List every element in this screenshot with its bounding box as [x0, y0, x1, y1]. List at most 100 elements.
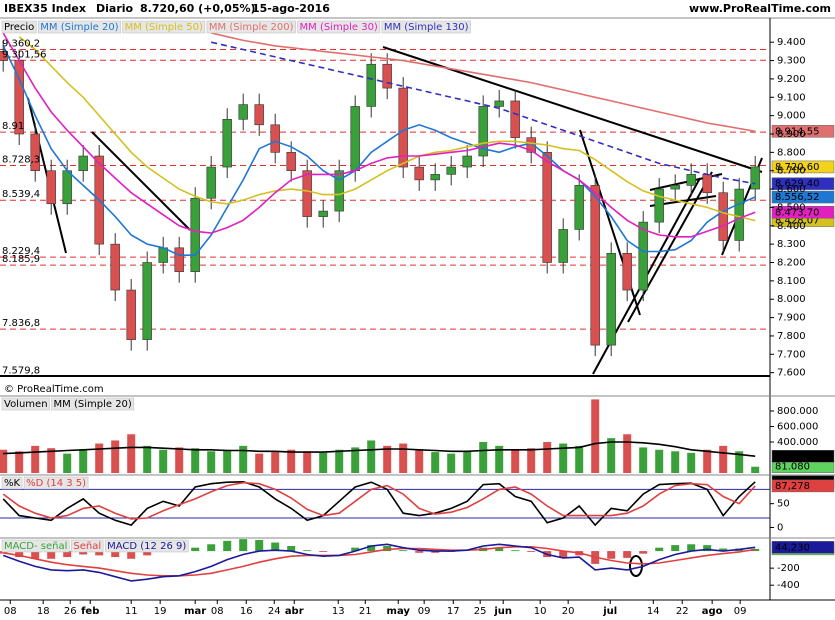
series-line — [3, 546, 756, 577]
volume-bar — [495, 445, 504, 473]
x-tick-label: 18 — [37, 606, 50, 617]
candle-body — [510, 100, 520, 138]
last-series-label: 87,278 — [775, 481, 810, 492]
histogram-bar — [351, 547, 360, 552]
y-tick-label: 9.100 — [777, 92, 806, 103]
x-tick-label: 25 — [474, 606, 487, 617]
last-price-label: 8.720,60 — [775, 162, 820, 173]
histogram-bar — [687, 544, 696, 552]
volume-bar — [383, 445, 392, 473]
volume-bar — [111, 440, 120, 473]
histogram-bar — [111, 551, 120, 558]
candle-body — [78, 155, 88, 172]
volume-bar — [431, 452, 440, 473]
histogram-bar — [15, 551, 24, 558]
last-series-label-box — [771, 206, 835, 219]
x-tick-label: 09 — [418, 606, 431, 617]
histogram-bar — [431, 551, 440, 553]
legend-label: %D (14 3 5) — [26, 478, 86, 489]
histogram-bar — [47, 551, 56, 559]
volume-bar — [31, 445, 40, 473]
histogram-bar — [495, 547, 504, 552]
last-volume-label: 81.080 — [775, 462, 810, 473]
trendline — [91, 131, 191, 231]
histogram-bar — [367, 545, 376, 552]
candle-body — [62, 170, 72, 205]
volume-bar — [591, 399, 600, 473]
x-tick-label: 24 — [268, 606, 281, 617]
candle-body — [718, 192, 728, 241]
histogram-bar — [607, 551, 616, 559]
last-series-label: 8.556,52 — [775, 192, 820, 203]
level-label: 8.185,9 — [2, 254, 40, 265]
marks-layer — [0, 32, 760, 582]
volume-bar — [511, 449, 520, 473]
volume-bar — [47, 448, 56, 473]
last-series-label: 8.914,55 — [775, 126, 820, 137]
level-label: 8.728,3 — [2, 155, 40, 166]
volume-bar — [399, 443, 408, 473]
volume-bar — [159, 449, 168, 473]
legend-label: MM (Simple 50) — [125, 22, 203, 33]
candle-body — [398, 87, 408, 168]
candle-body — [734, 188, 744, 241]
candle-body — [366, 63, 376, 107]
histogram-bar — [287, 545, 296, 552]
volume-bar — [527, 448, 536, 473]
x-tick-label: 13 — [332, 606, 345, 617]
candle-body — [318, 210, 328, 217]
x-tick-label: 26 — [64, 606, 77, 617]
histogram-bar — [63, 551, 72, 558]
histogram-bar — [271, 542, 280, 552]
candle-body — [302, 170, 312, 217]
x-tick-label: 08 — [211, 606, 224, 617]
histogram-bar — [95, 551, 104, 556]
level-label: 9.301,56 — [2, 49, 47, 60]
candle-body — [638, 221, 648, 291]
histogram-bar — [255, 540, 264, 552]
y-tick-label: 8.900 — [777, 129, 806, 140]
candle-body — [286, 152, 296, 172]
volume-bar — [463, 451, 472, 473]
candle-body — [750, 166, 760, 190]
candle-body — [542, 152, 552, 263]
trendline — [627, 171, 713, 323]
histogram-bar — [319, 551, 328, 552]
candle-body — [206, 166, 216, 199]
volume-bar — [271, 452, 280, 473]
last-series-label-box — [771, 190, 835, 204]
x-tick-label: 19 — [154, 606, 167, 617]
histogram-bar — [191, 547, 200, 552]
legend-label: MM (Simple 30) — [300, 22, 378, 33]
series-line — [2, 481, 756, 520]
level-label: 8.91 — [2, 121, 24, 132]
legend-label: %K — [4, 478, 21, 489]
legend-label: MM (Simple 20) — [40, 22, 118, 33]
histogram-bar — [239, 539, 248, 552]
y-tick-label: 8.600 — [777, 184, 806, 195]
y-tick-label: 800.000 — [777, 406, 818, 417]
legend-box — [51, 397, 135, 411]
y-tick-label: 8.300 — [777, 239, 806, 250]
legend-box — [381, 20, 471, 34]
y-tick-label: 7.900 — [777, 313, 806, 324]
candle-body — [558, 229, 568, 263]
volume-bar — [239, 445, 248, 473]
y-tick-label: 9.300 — [777, 56, 806, 67]
x-tick-label: 16 — [240, 606, 253, 617]
x-tick-label: 20 — [562, 606, 575, 617]
series-line — [211, 32, 756, 133]
series-line — [2, 32, 756, 238]
volume-bar — [127, 434, 136, 473]
last-series-label: 8.428,07 — [775, 216, 820, 227]
volume-bar — [479, 442, 488, 473]
last-series-label-box — [771, 449, 835, 463]
y-tick-label: 0 — [777, 522, 783, 533]
legend-label: Volumen — [4, 399, 48, 410]
candle-body — [446, 166, 456, 175]
candle-body — [430, 174, 440, 181]
candle-body — [606, 253, 616, 346]
volume-bar — [95, 443, 104, 473]
x-tick-label: jul — [602, 606, 617, 617]
level-label: 9.360,2 — [2, 39, 40, 50]
